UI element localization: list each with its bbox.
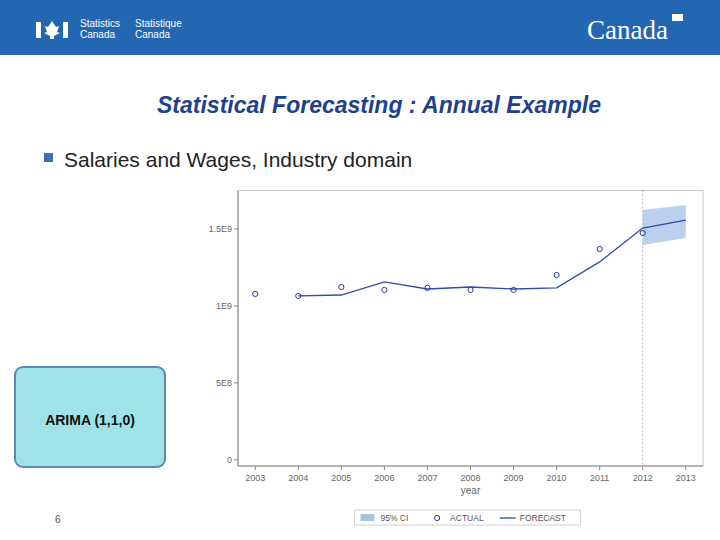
legend: 95% CI ACTUAL FORECAST [355,510,581,525]
legend-swatch [361,514,375,521]
chart: 0 5E8 1E9 1.5E9 2003 2004 2005 2006 2007 2008 2009… [208,191,703,526]
forecast-line [298,220,686,296]
y-tick-label: 1.5E9 [208,224,232,234]
y-tick-label: 1E9 [216,301,232,311]
actual-point [382,287,387,292]
x-tick-label: 2010 [547,473,567,483]
x-axis-label: year [461,485,481,496]
y-tick [234,382,238,383]
confidence-band [643,205,686,245]
x-tick-label: 2013 [676,473,696,483]
agency-name: Canada [135,29,170,40]
x-tick [513,466,514,470]
y-tick [234,228,238,229]
title: Statistical Forecasting : Annual Example [157,92,601,118]
x-tick-label: 2008 [460,473,480,483]
y-axis [238,191,239,467]
legend-frame [355,510,581,525]
marks [253,191,686,467]
slide: StatisticsCanadaStatistiqueCanadaCanadaS… [0,0,720,540]
plot-frame [238,191,703,467]
wordmark: Canada [587,15,668,45]
bullet-marker [44,153,53,162]
legend-swatch [435,515,440,520]
actual-point [339,284,344,289]
y-tick-label: 5E8 [216,378,232,388]
actual-point [554,272,559,277]
x-tick [470,466,471,470]
wordmark-flag [672,14,683,21]
x-tick-label: 2012 [633,473,653,483]
agency-name: Canada [80,29,115,40]
flag-bar [36,22,41,38]
y-tick-label: 0 [227,455,232,465]
x-tick-label: 2004 [288,473,308,483]
x-tick-label: 2006 [374,473,394,483]
maple-leaf [44,21,60,39]
actual-point [425,285,430,290]
actual-point [253,291,258,296]
agency-name: Statistics [80,18,120,29]
legend-label: ACTUAL [450,513,484,523]
bullet-text: Salaries and Wages, Industry domain [64,148,412,171]
model-label: ARIMA (1,1,0) [45,412,135,428]
x-tick-label: 2005 [331,473,351,483]
header: StatisticsCanadaStatistiqueCanadaCanada [0,0,720,55]
x-tick-label: 2007 [417,473,437,483]
page-number: 6 [55,514,61,525]
x-tick-label: 2003 [245,473,265,483]
x-tick-label: 2009 [504,473,524,483]
legend-label: FORECAST [520,513,566,523]
x-tick [685,466,686,470]
y-tick [234,459,238,460]
y-tick [234,305,238,306]
agency-name: Statistique [135,18,182,29]
x-tick [384,466,385,470]
x-tick [556,466,557,470]
actual-point [511,287,516,292]
x-tick [599,466,600,470]
actual-point [296,293,301,298]
x-tick-label: 2011 [590,473,609,483]
actual-point [640,230,645,235]
x-tick [341,466,342,470]
x-tick [255,466,256,470]
legend-label: 95% CI [381,513,409,523]
actual-point [468,287,473,292]
legend-swatch [500,517,516,518]
model-box [15,367,165,467]
x-tick [298,466,299,470]
x-tick [427,466,428,470]
flag-bar [63,22,68,38]
actual-point [597,246,602,251]
header-bar [0,0,720,55]
x-tick [642,466,643,470]
